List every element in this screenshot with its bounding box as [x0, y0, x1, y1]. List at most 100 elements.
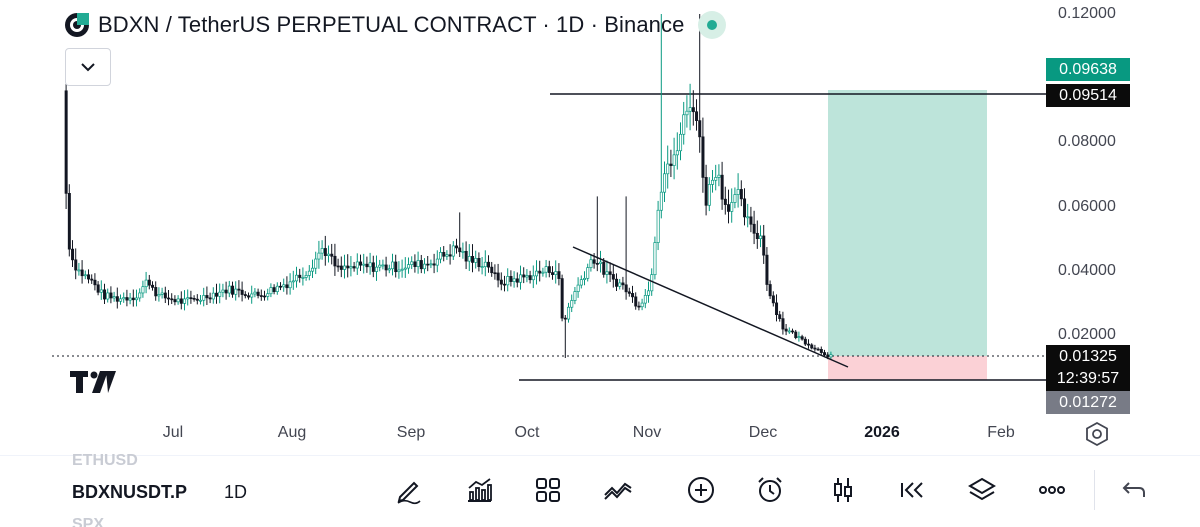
price-chart[interactable] [0, 0, 1200, 455]
candle-body [365, 263, 369, 268]
profit-zone[interactable] [828, 90, 987, 356]
candle-body [74, 259, 78, 271]
candle-body [765, 254, 769, 285]
bottom-toolbar [0, 455, 1200, 527]
candle-body [803, 338, 807, 345]
candle-body [400, 268, 404, 271]
candle-body [487, 261, 491, 268]
interval-selector[interactable]: 1D [224, 482, 248, 502]
candle-body [227, 285, 231, 294]
candle-body [419, 260, 423, 270]
candle-body [823, 352, 827, 356]
candle-body [490, 266, 494, 274]
candle-body [346, 265, 350, 269]
candle-body [387, 268, 391, 271]
candle-body [797, 336, 801, 339]
candle-body [541, 271, 545, 274]
candle-body [186, 297, 190, 300]
candle-body [611, 274, 615, 280]
candle-body [336, 265, 340, 268]
symbol-selector[interactable]: BDXNUSDT.P [72, 482, 188, 502]
candle-body [551, 272, 555, 275]
more-icon [1039, 486, 1065, 494]
stop-price-tag[interactable]: 0.01272 [1046, 391, 1130, 414]
time-label-dec: Dec [748, 424, 778, 441]
candle-body [282, 284, 286, 288]
candle-body [352, 266, 356, 269]
target-price-tag[interactable]: 0.09638 [1046, 58, 1130, 81]
candle-body [67, 193, 71, 250]
chart-title[interactable]: BDXN / TetherUS PERPETUAL CONTRACT · 1D … [98, 12, 685, 37]
candle-body [259, 295, 263, 297]
resistance-price-tag[interactable]: 0.09514 [1046, 84, 1130, 107]
candle-body [467, 256, 471, 262]
candle-body [151, 284, 155, 288]
candle-body [800, 336, 804, 340]
candle-body [640, 302, 644, 308]
candle-body [109, 292, 113, 299]
candle-body [627, 291, 631, 294]
time-label-aug: Aug [277, 424, 307, 441]
candle-body [791, 330, 795, 333]
candle-body [298, 274, 302, 278]
candle-body [643, 295, 647, 304]
object-tree-button[interactable] [966, 474, 998, 506]
candle-body [522, 274, 526, 278]
candle-body [656, 209, 660, 243]
candle-body [781, 318, 785, 330]
candle-body [253, 291, 257, 295]
candle-body [554, 271, 558, 275]
candle-body [234, 288, 238, 295]
more-button[interactable] [1036, 474, 1068, 506]
candle-body [144, 279, 148, 288]
candle-body [496, 272, 500, 281]
candle-body [531, 275, 535, 281]
candle-body [250, 293, 254, 298]
candle-body [416, 260, 420, 267]
candle-body [711, 179, 715, 185]
candle-body [727, 204, 731, 212]
candle-body [813, 347, 817, 350]
alerts-button[interactable] [754, 474, 786, 506]
candle-body [285, 284, 289, 289]
candle-body [359, 261, 363, 266]
compare-button[interactable] [602, 474, 634, 506]
candle-body [778, 314, 782, 319]
candle-body [695, 111, 699, 121]
candle-body [759, 235, 763, 239]
candle-body [592, 259, 596, 264]
candle-body [147, 279, 151, 286]
chart-settings-icon[interactable] [1084, 420, 1110, 448]
layouts-button[interactable] [532, 474, 564, 506]
candle-body [560, 278, 564, 319]
replay-button[interactable] [896, 474, 928, 506]
candle-body [717, 174, 721, 178]
candle-body [77, 269, 81, 272]
market-status-icon[interactable] [698, 11, 727, 39]
alarm-icon [758, 477, 782, 502]
candle-body [650, 274, 654, 292]
undo-button[interactable] [1118, 474, 1150, 506]
candle-body [739, 189, 743, 200]
downtrend-line[interactable] [572, 246, 849, 368]
candle-body [503, 283, 507, 286]
candle-body [749, 216, 753, 225]
indicators-button[interactable] [463, 474, 495, 506]
candle-body [106, 292, 110, 300]
candle-body [743, 198, 747, 218]
add-button[interactable] [685, 474, 717, 506]
candle-body [458, 247, 462, 253]
candle-body [733, 194, 737, 203]
candle-body [83, 274, 87, 277]
candle-body [730, 202, 734, 212]
candle-body [122, 297, 126, 300]
candle-body [775, 302, 779, 316]
loss-zone[interactable] [828, 356, 987, 380]
candle-body [266, 293, 270, 297]
drawing-tools-button[interactable] [393, 474, 425, 506]
chart-type-button[interactable] [827, 474, 859, 506]
current-price-tag[interactable]: 0.01325 12:39:57 [1046, 345, 1130, 391]
collapse-legend-button[interactable] [65, 48, 111, 86]
candle-body [647, 290, 651, 296]
candle-body [701, 136, 705, 178]
